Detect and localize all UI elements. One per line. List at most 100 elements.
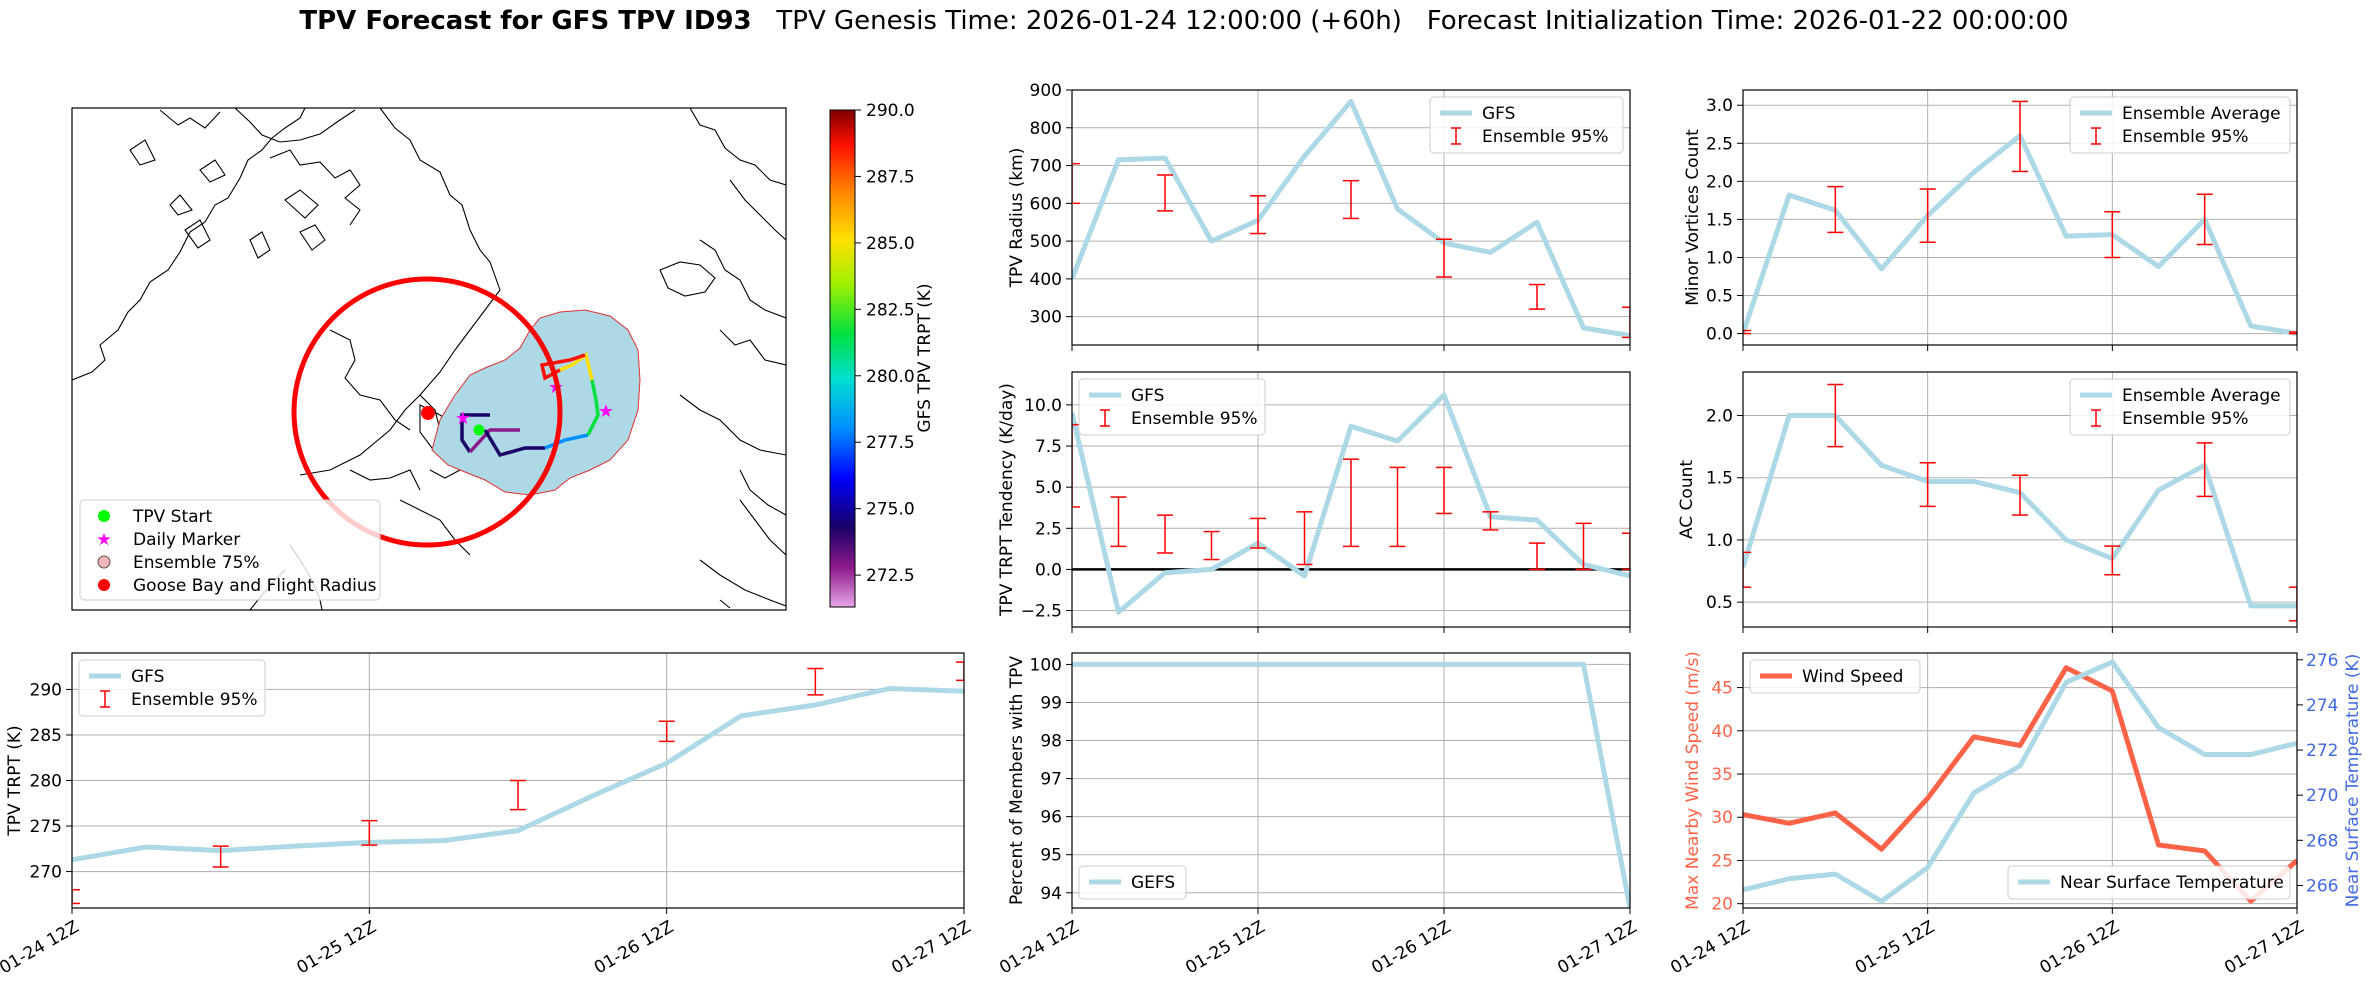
ylabel: Minor Vortices Count [1683,129,1703,306]
errorbar [1343,458,1359,548]
legend-label-ensemble-75: Ensemble 75% [133,553,260,573]
figure-title: TPV Forecast for GFS TPV ID93 TPV Genesi… [0,6,2368,36]
ylabel: Percent of Members with TPV [1007,656,1027,905]
axes-frame [1742,652,2298,909]
ytick-label: −2.5 [1021,602,1062,622]
y2tick-label: 274 [2306,696,2338,716]
coastline-islands [129,109,271,259]
colorbar: 290.0 287.5 285.0 282.5 280.0 277.5 275.0 272.5… [829,101,935,608]
legend: Ensemble Average Ensemble 95% [2069,96,2291,154]
ytick-label: 600 [1030,194,1062,214]
ytick-label: 0.5 [1706,593,1733,613]
errorbar [1743,551,1751,588]
xtick-label: 01-27 12Z [2221,917,2307,978]
coastline-iceland [659,261,716,297]
track-segment-4 [544,433,589,450]
flight-radius-circle [291,276,563,548]
errorbar [658,720,675,743]
legend-label: GEFS [1131,873,1175,893]
y2label: Near Surface Temperature (K) [2343,654,2363,908]
legend-ensemble-75: Ensemble 75% [97,553,260,573]
y2tick-label: 266 [2306,876,2338,896]
daily-marker-1: ★ [455,408,471,429]
ytick-label: 95 [1040,846,1062,866]
errorbar [72,889,80,905]
xtick-label: 01-25 12Z [294,917,380,978]
legend-label: Ensemble 95% [131,690,258,710]
colorbar-tick-label: 290.0 [866,101,915,121]
xtick-label: 01-25 12Z [1852,917,1938,978]
ytick-label: 270 [30,863,62,883]
ytick-label: 2.0 [1706,172,1733,192]
coastline-canada [234,108,356,143]
legend: GFS Ensemble 95% [78,659,266,717]
legend-label: Ensemble 95% [2122,127,2249,147]
errorbar [807,667,824,696]
ytick-label: 400 [1030,270,1062,290]
errorbar [1343,179,1359,220]
errorbar [1203,530,1220,561]
ylabel: TPV TRPT (K) [5,725,25,836]
series-line-gfs [1072,392,1630,615]
coastline-arctic [269,149,361,251]
colorbar-tick-label: 280.0 [866,367,915,387]
ytick-label: 500 [1030,232,1062,252]
colorbar-tick-label: 287.5 [866,167,915,187]
ytick-label: 94 [1040,884,1062,904]
y2tick-label: 270 [2306,786,2338,806]
coastline-hudson [329,329,421,491]
errorbar [2104,211,2121,259]
legend-label: Wind Speed [1802,667,1903,687]
ytick-label: 700 [1030,157,1062,177]
ylabel: Max Nearby Wind Speed (m/s) [1683,651,1703,910]
errorbar [2012,100,2028,173]
colorbar-tick-label: 272.5 [866,566,915,586]
ytick-label: 99 [1040,693,1062,713]
series-line-gfs [1072,98,1630,339]
ytick-label: 20 [1711,895,1733,915]
legend-label: Ensemble Average [2122,104,2281,124]
ytick-label: 98 [1040,732,1062,752]
ytick-label: 2.5 [1035,519,1062,539]
ytick-label: 280 [30,772,62,792]
errorbar [2012,474,2028,516]
xtick-label: 01-24 12Z [1667,917,1753,978]
ytick-label: 40 [1711,722,1733,742]
errorbar [2196,193,2213,246]
legend-label-tpv-start: TPV Start [132,507,213,527]
plot-area [1072,98,1630,339]
coastline-africa [719,469,786,609]
plot-area [1743,659,2297,904]
ytick-label: 10.0 [1024,396,1062,416]
plot-area [1743,100,2297,337]
axes-frame [1071,371,1631,628]
errorbar [1436,238,1452,278]
ytick-label: 1.5 [1706,210,1733,230]
colorbar-tick-label: 277.5 [866,433,915,453]
errorbar [212,845,229,868]
ytick-label: 290 [30,680,62,700]
errorbar [1529,283,1545,310]
errorbar [2289,331,2297,335]
ytick-label: 1.0 [1706,531,1733,551]
chart-tendency: −2.5 0.0 2.5 5.0 7.5 10.0 TPV TRPT Tendency (K… [997,371,1631,633]
track-segment-5 [586,379,600,436]
legend: Wind Speed [1749,659,1921,694]
errorbar [1743,329,1751,335]
errorbar [1250,517,1266,549]
ytick-label: 25 [1711,851,1733,871]
ytick-label: 7.5 [1035,437,1062,457]
daily-marker-3: ★ [598,401,614,422]
legend-label: GFS [131,667,164,687]
legend: GFS Ensemble 95% [1429,96,1624,154]
coastline-west [72,108,306,381]
errorbar [1157,514,1173,554]
legend: GFS Ensemble 95% [1078,378,1266,436]
colorbar-tick-label: 275.0 [866,500,915,520]
chart-radius: 300 400 500 600 700 800 900 TPV Radius (km) GFS E… [1007,81,1631,351]
track-segment-6 [559,352,594,381]
track-segment-1 [460,413,490,453]
axes-frame [1071,652,1631,909]
legend-frame [1078,865,1187,900]
